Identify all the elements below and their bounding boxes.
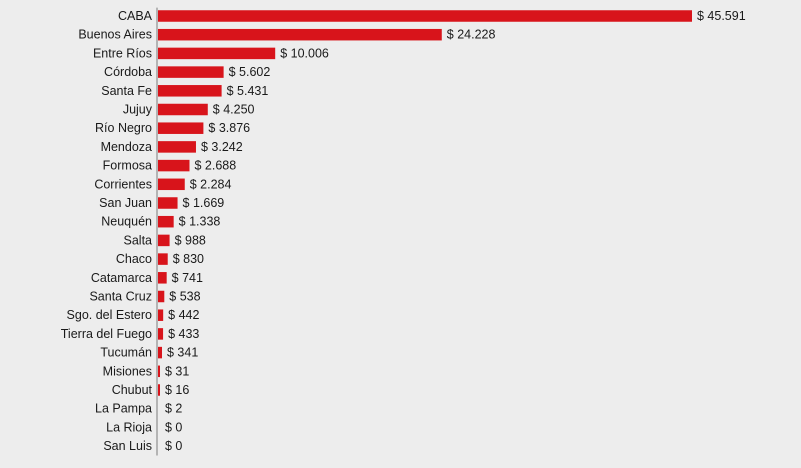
value-label: $ 5.431 — [227, 84, 269, 98]
category-label: Sgo. del Estero — [67, 308, 153, 322]
bar — [158, 47, 276, 60]
bar — [158, 384, 160, 396]
value-label: $ 45.591 — [697, 9, 746, 23]
category-label: La Pampa — [95, 402, 152, 416]
value-label: $ 741 — [172, 271, 203, 285]
category-label: Catamarca — [91, 271, 152, 285]
value-label: $ 0 — [165, 439, 182, 453]
bar — [158, 141, 196, 153]
bar — [158, 365, 160, 378]
bar — [158, 215, 174, 228]
bar — [158, 10, 692, 22]
value-label: $ 2.284 — [190, 177, 232, 191]
category-label: Neuquén — [101, 215, 152, 229]
category-label: Santa Cruz — [89, 290, 152, 304]
value-label: $ 3.876 — [208, 121, 250, 135]
value-label: $ 2 — [165, 402, 182, 416]
category-label: Chubut — [112, 383, 153, 397]
value-label: $ 10.006 — [280, 46, 329, 60]
category-label: La Rioja — [106, 420, 152, 434]
value-label: $ 988 — [175, 233, 206, 247]
bar — [158, 328, 164, 340]
value-label: $ 16 — [165, 383, 189, 397]
bar — [158, 159, 190, 172]
value-label: $ 24.228 — [447, 28, 496, 42]
category-label: Río Negro — [95, 121, 152, 135]
category-label: San Juan — [99, 196, 152, 210]
bar — [158, 178, 185, 191]
bar — [158, 103, 208, 116]
bar — [158, 85, 222, 97]
bar — [158, 309, 164, 321]
bar — [158, 28, 442, 41]
category-label: Salta — [124, 233, 153, 247]
category-label: Corrientes — [94, 177, 152, 191]
value-label: $ 1.669 — [183, 196, 225, 210]
category-label: Misiones — [103, 364, 152, 378]
bar — [158, 66, 224, 78]
category-label: San Luis — [103, 439, 152, 453]
value-label: $ 830 — [173, 252, 204, 266]
bar — [158, 346, 162, 359]
category-label: Tierra del Fuego — [61, 327, 152, 341]
category-label: Formosa — [103, 159, 152, 173]
value-label: $ 4.250 — [213, 103, 255, 117]
category-label: Jujuy — [123, 103, 153, 117]
value-label: $ 2.688 — [194, 159, 236, 173]
category-label: Entre Ríos — [93, 46, 152, 60]
category-label: Córdoba — [104, 65, 152, 79]
category-label: Chaco — [116, 252, 152, 266]
bar — [158, 122, 204, 134]
category-label: Tucumán — [100, 346, 152, 360]
value-label: $ 538 — [169, 290, 200, 304]
value-label: $ 3.242 — [201, 140, 243, 154]
category-label: Buenos Aires — [78, 28, 152, 42]
bar — [158, 272, 167, 284]
category-label: Mendoza — [101, 140, 152, 154]
category-label: Santa Fe — [101, 84, 152, 98]
value-label: $ 433 — [168, 327, 199, 341]
bar — [158, 197, 178, 209]
value-label: $ 5.602 — [229, 65, 271, 79]
bar — [158, 290, 165, 303]
value-label: $ 0 — [165, 420, 182, 434]
value-label: $ 31 — [165, 364, 189, 378]
bar — [158, 234, 170, 247]
category-label: CABA — [118, 9, 153, 23]
value-label: $ 341 — [167, 346, 198, 360]
value-label: $ 1.338 — [179, 215, 221, 229]
value-label: $ 442 — [168, 308, 199, 322]
bar — [158, 253, 168, 265]
